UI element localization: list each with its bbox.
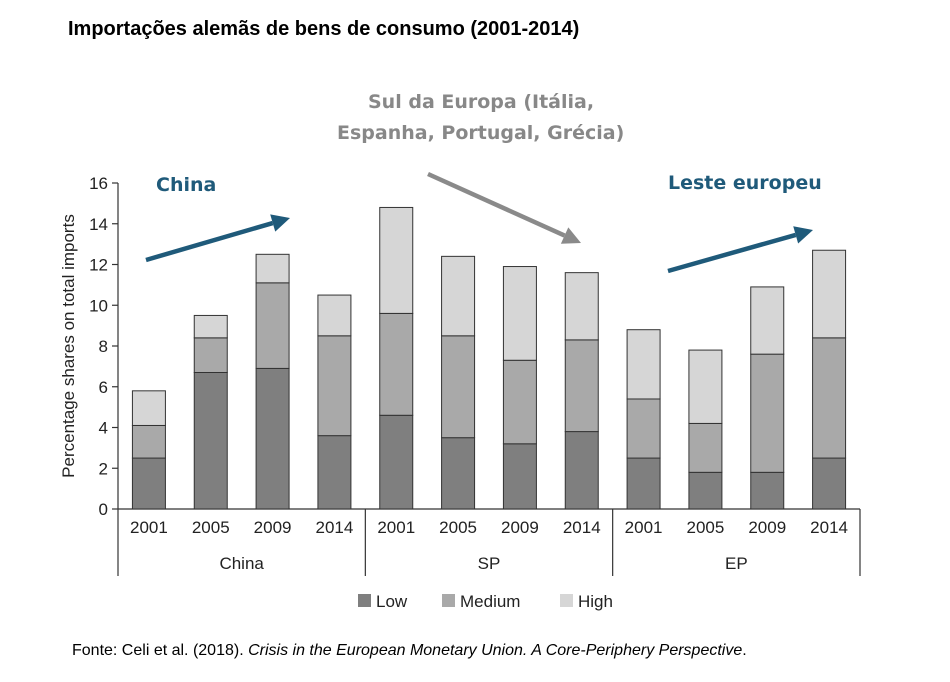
- y-tick-label: 0: [99, 500, 108, 519]
- group-label: EP: [725, 554, 748, 573]
- bars: [131, 206, 847, 510]
- x-tick-label: 2009: [501, 518, 539, 537]
- x-tick-label: 2005: [192, 518, 230, 537]
- x-tick-label: 2009: [254, 518, 292, 537]
- source-suffix: .: [742, 642, 747, 659]
- bar-low: [750, 471, 785, 510]
- x-tick-label: 2001: [377, 518, 415, 537]
- x-tick-label: 2005: [687, 518, 725, 537]
- legend: Low Medium High: [358, 592, 613, 611]
- annotation-south-line1: Sul da Europa (Itália,: [368, 91, 594, 113]
- bar-low: [193, 371, 228, 510]
- bar-high: [441, 255, 476, 337]
- bar-medium: [255, 282, 290, 369]
- y-tick-label: 6: [99, 378, 108, 397]
- x-tick-label: 2009: [748, 518, 786, 537]
- bar-medium: [812, 337, 847, 459]
- bar-medium: [688, 422, 723, 473]
- bar-high: [255, 253, 290, 284]
- bar-high: [688, 349, 723, 424]
- bar-medium: [564, 339, 599, 433]
- legend-label-high: High: [578, 592, 613, 611]
- bar-high: [193, 314, 228, 339]
- bar-low: [688, 471, 723, 510]
- arrow-china-shaft: [145, 220, 274, 263]
- source-prefix: Fonte: Celi et al. (2018).: [72, 642, 249, 659]
- bar-high: [317, 294, 352, 337]
- x-tick-label: 2001: [130, 518, 168, 537]
- bar-medium: [131, 424, 166, 459]
- bar-high: [131, 390, 166, 426]
- legend-label-medium: Medium: [460, 592, 520, 611]
- group-label: SP: [478, 554, 501, 573]
- y-tick-label: 16: [89, 174, 108, 193]
- x-tick-label: 2014: [316, 518, 354, 537]
- bar-low: [379, 414, 414, 510]
- arrow-east-head: [793, 226, 813, 244]
- bar-medium: [193, 337, 228, 373]
- y-axis-label: Percentage shares on total imports: [59, 214, 78, 478]
- arrow-china-head: [270, 214, 290, 232]
- bar-medium: [441, 335, 476, 439]
- y-tick-label: 14: [89, 215, 108, 234]
- bar-medium: [379, 312, 414, 416]
- legend-swatch-medium: [442, 594, 455, 607]
- arrow-east-shaft: [667, 232, 797, 274]
- annotation-east: Leste europeu: [668, 172, 822, 194]
- legend-swatch-high: [560, 594, 573, 607]
- bar-high: [626, 329, 661, 400]
- bar-low: [626, 457, 661, 510]
- x-tick-label: 2001: [625, 518, 663, 537]
- legend-label-low: Low: [376, 592, 408, 611]
- y-tick-label: 12: [89, 256, 108, 275]
- bar-low: [255, 367, 290, 510]
- x-tick-label: 2005: [439, 518, 477, 537]
- bar-high: [502, 266, 537, 361]
- source-title: Crisis in the European Monetary Union. A…: [248, 642, 743, 659]
- bar-low: [564, 431, 599, 510]
- bar-medium: [502, 359, 537, 445]
- bar-low: [317, 435, 352, 510]
- bar-high: [379, 206, 414, 314]
- y-tick-label: 10: [89, 296, 108, 315]
- annotation-south-line2: Espanha, Portugal, Grécia): [337, 122, 624, 144]
- axes: 0 2 4 6 8 10 12 14 16 Percentage shares on total …: [59, 174, 861, 576]
- bar-low: [441, 437, 476, 510]
- source-note: Fonte: Celi et al. (2018). Crisis in the…: [72, 642, 747, 660]
- annotations: China Sul da Europa (Itália, Espanha, Port…: [145, 91, 822, 274]
- legend-swatch-low: [358, 594, 371, 607]
- x-tick-label: 2014: [563, 518, 601, 537]
- bar-low: [131, 457, 166, 510]
- y-tick-label: 2: [99, 459, 108, 478]
- bar-medium: [750, 353, 785, 473]
- group-label: China: [219, 554, 264, 573]
- bar-high: [564, 272, 599, 341]
- arrow-south-head: [560, 227, 581, 244]
- bar-medium: [317, 335, 352, 437]
- annotation-china: China: [156, 174, 216, 196]
- bar-low: [502, 443, 537, 510]
- bar-medium: [626, 398, 661, 459]
- y-tick-label: 8: [99, 337, 108, 356]
- y-tick-label: 4: [99, 419, 108, 438]
- arrow-south-shaft: [427, 171, 566, 238]
- page-title: Importações alemãs de bens de consumo (2…: [68, 18, 580, 40]
- bar-high: [750, 286, 785, 355]
- bar-low: [812, 457, 847, 510]
- x-tick-label: 2014: [810, 518, 848, 537]
- bar-high: [812, 249, 847, 339]
